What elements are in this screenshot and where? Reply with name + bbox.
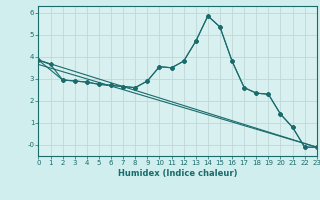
X-axis label: Humidex (Indice chaleur): Humidex (Indice chaleur) [118,169,237,178]
